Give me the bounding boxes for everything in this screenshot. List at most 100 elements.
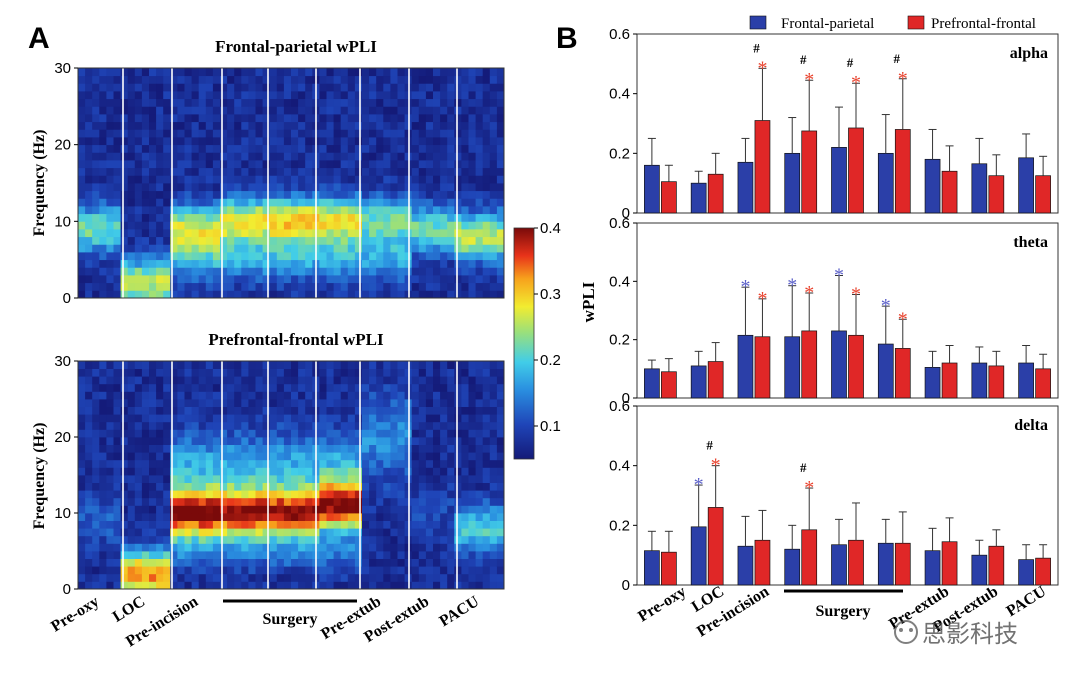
heatmap-cell [220, 129, 228, 138]
heatmap-cell [496, 206, 505, 215]
heatmap-cell [120, 98, 129, 107]
heatmap-cell [390, 144, 398, 153]
heatmap-cell [425, 275, 434, 284]
heatmap-cell [170, 206, 178, 215]
heatmap-cell [255, 391, 263, 400]
heatmap-cell [269, 267, 278, 276]
heatmap-cell [291, 68, 299, 77]
heatmap-cell [85, 482, 93, 491]
heatmap-cell [177, 114, 185, 123]
heatmap-cell [298, 206, 306, 215]
heatmap-cell [468, 467, 476, 476]
heatmap-cell [184, 505, 192, 514]
heatmap-cell [411, 75, 420, 84]
heatmap-cell [369, 543, 377, 552]
heatmap-cell [496, 551, 505, 559]
heatmap-cell [376, 383, 384, 392]
heatmap-cell [241, 566, 249, 575]
heatmap-cell [418, 581, 427, 590]
heatmap-cell [482, 391, 491, 400]
heatmap-cell [461, 505, 469, 514]
heatmap-cell [390, 114, 398, 123]
heatmap-cell [369, 229, 377, 238]
heatmap-cell [347, 505, 356, 514]
heatmap-cell [227, 144, 235, 153]
heatmap-cell [127, 68, 136, 77]
heatmap-cell [376, 221, 384, 230]
heatmap-cell [184, 282, 192, 291]
heatmap-cell [390, 98, 398, 107]
heatmap-cell [262, 206, 271, 215]
bar-prefrontal-frontal [661, 181, 677, 214]
heatmap-cell [305, 551, 313, 559]
heatmap-cell [454, 444, 462, 453]
heatmap-cell [269, 152, 278, 161]
heatmap-cell [191, 437, 200, 445]
heatmap-cell [198, 114, 207, 123]
heatmap-cell [212, 198, 221, 207]
heatmap-cell [447, 437, 455, 445]
heatmap-cell [212, 144, 221, 153]
heatmap-cell [248, 144, 256, 153]
heatmap-cell [418, 361, 427, 369]
heatmap-cell [369, 244, 377, 253]
heatmap-cell [134, 137, 143, 146]
heatmap-cell [326, 290, 334, 299]
heatmap-cell [397, 275, 405, 284]
heatmap-cell [425, 429, 434, 438]
heatmap-2-ylabel: Frequency (Hz) [31, 423, 48, 530]
heatmap-cell [212, 573, 221, 582]
heatmap-cell [326, 221, 334, 230]
heatmap-cell [184, 152, 192, 161]
heatmap-cell [362, 252, 370, 261]
heatmap-cell [390, 505, 398, 514]
heatmap-cell [141, 513, 150, 521]
heatmap-cell [141, 429, 150, 438]
heatmap-cell [482, 129, 491, 138]
heatmap-cell [220, 429, 228, 438]
heatmap-cell [411, 520, 420, 529]
heatmap-cell [156, 490, 164, 499]
heatmap-cell [170, 429, 178, 438]
heatmap-cell [482, 175, 491, 184]
heatmap-cell [191, 490, 200, 499]
heatmap-cell [205, 114, 214, 123]
heatmap-cell [390, 68, 398, 77]
heatmap-cell [120, 383, 129, 392]
heatmap-cell [496, 391, 505, 400]
heatmap-cell [184, 421, 192, 430]
heatmap-cell [447, 275, 455, 284]
heatmap-cell [283, 452, 292, 461]
band-title: theta [1013, 234, 1048, 251]
heatmap-cell [298, 543, 306, 552]
heatmap-cell [461, 581, 469, 590]
heatmap-cell [347, 383, 356, 392]
heatmap-cell [106, 114, 114, 123]
heatmap-cell [326, 236, 334, 245]
heatmap-cell [163, 98, 171, 107]
heatmap-cell [212, 467, 221, 476]
heatmap-cell [248, 399, 256, 407]
heatmap-cell [454, 391, 462, 400]
heatmap-cell [163, 91, 171, 100]
heatmap-cell [127, 198, 136, 207]
heatmap-cell [212, 391, 221, 400]
heatmap-cell [177, 206, 185, 215]
heatmap-cell [255, 252, 263, 261]
heatmap-cell [418, 467, 427, 476]
heatmap-cell [156, 551, 164, 559]
heatmap-cell [340, 558, 349, 567]
heatmap-cell [134, 198, 143, 207]
heatmap-cell [333, 183, 342, 192]
bar-frontal-parietal [737, 161, 754, 214]
heatmap-cell [205, 361, 214, 369]
heatmap-cell [276, 482, 285, 491]
heatmap-cell [149, 129, 157, 138]
heatmap-cell [354, 391, 363, 400]
heatmap-cell [468, 259, 476, 268]
heatmap-cell [489, 267, 498, 276]
heatmap-cell [475, 368, 484, 377]
heatmap-cell [205, 490, 214, 499]
heatmap-cell [106, 259, 114, 268]
heatmap-cell [340, 391, 349, 400]
